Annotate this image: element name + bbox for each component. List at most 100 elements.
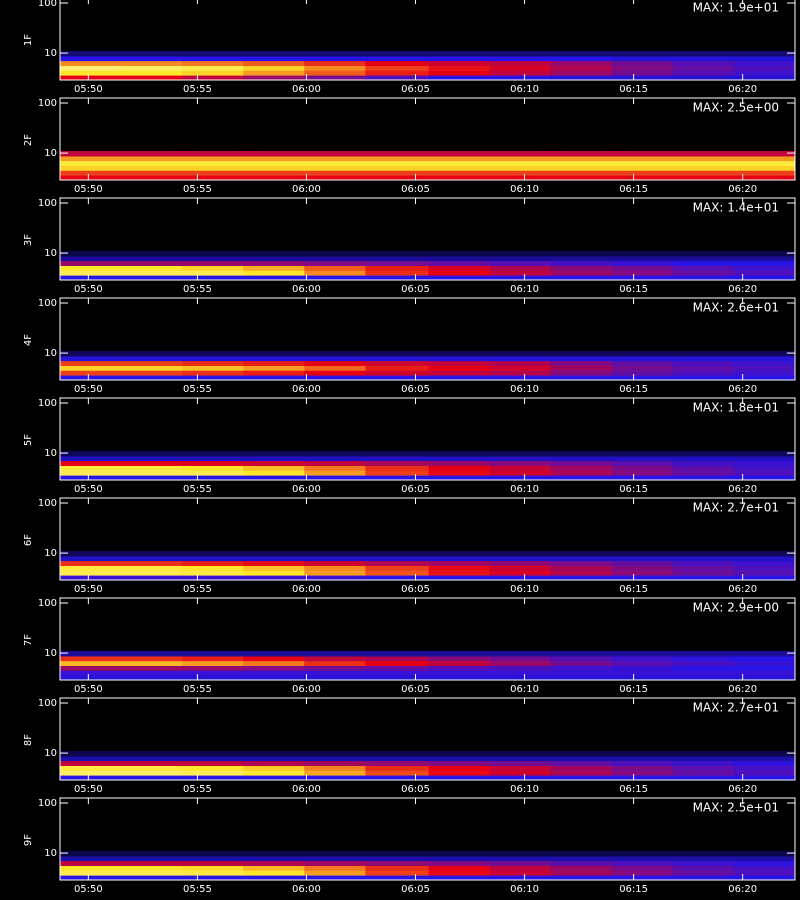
heat-cell bbox=[365, 670, 430, 676]
heat-cell bbox=[304, 65, 366, 71]
heat-cell bbox=[60, 160, 122, 166]
heat-cell bbox=[304, 351, 366, 357]
x-tick-label: 06:05 bbox=[401, 584, 430, 595]
heat-cell bbox=[428, 770, 491, 776]
heat-cell bbox=[550, 775, 613, 781]
heat-cell bbox=[304, 256, 366, 262]
heat-cell bbox=[611, 565, 674, 571]
heat-cell bbox=[550, 751, 613, 757]
heat-cell bbox=[733, 65, 796, 71]
heat-cell bbox=[672, 851, 735, 857]
heat-cell bbox=[733, 356, 796, 362]
heat-cell bbox=[611, 456, 674, 462]
heat-cell bbox=[182, 265, 244, 271]
x-tick-label: 06:20 bbox=[728, 484, 757, 495]
heat-cell bbox=[550, 660, 613, 666]
heat-cell bbox=[182, 870, 244, 876]
y-tick-label: 10 bbox=[44, 748, 57, 759]
heat-cell bbox=[304, 651, 366, 657]
x-tick-label: 06:00 bbox=[292, 384, 321, 395]
heat-cell bbox=[733, 575, 796, 581]
heat-cell bbox=[304, 670, 366, 676]
heat-cell bbox=[428, 551, 491, 557]
x-tick-label: 05:50 bbox=[74, 684, 103, 695]
heat-cell bbox=[121, 760, 183, 766]
heat-cell bbox=[182, 556, 244, 562]
y-tick-label: 100 bbox=[38, 0, 57, 9]
heat-cell bbox=[733, 570, 796, 576]
heat-cell bbox=[428, 160, 491, 166]
heat-cell bbox=[60, 556, 122, 562]
heat-cell bbox=[550, 665, 613, 671]
heat-cell bbox=[611, 675, 674, 681]
heat-cell bbox=[121, 856, 183, 862]
heat-cell bbox=[489, 160, 552, 166]
heat-cell bbox=[550, 365, 613, 371]
heat-cell bbox=[121, 356, 183, 362]
heat-cell bbox=[672, 775, 735, 781]
heat-cell bbox=[733, 870, 796, 876]
heat-cell bbox=[550, 865, 613, 871]
heat-cell bbox=[672, 451, 735, 457]
heat-cell bbox=[672, 65, 735, 71]
heat-cell bbox=[611, 670, 674, 676]
heat-cell bbox=[121, 270, 183, 276]
heat-cell bbox=[304, 451, 366, 457]
x-tick-label: 05:50 bbox=[74, 184, 103, 195]
heat-cell bbox=[60, 760, 122, 766]
heat-cell bbox=[733, 156, 796, 162]
heat-cell bbox=[243, 775, 305, 781]
heat-cell bbox=[121, 70, 183, 76]
heat-cell bbox=[489, 360, 552, 366]
x-tick-label: 05:50 bbox=[74, 584, 103, 595]
heat-cell bbox=[550, 551, 613, 557]
heat-cell bbox=[304, 675, 366, 681]
heat-cell bbox=[611, 65, 674, 71]
heat-cell bbox=[182, 660, 244, 666]
heat-cell bbox=[611, 375, 674, 381]
heat-cell bbox=[182, 475, 244, 481]
heat-cell bbox=[304, 575, 366, 581]
heat-cell bbox=[182, 460, 244, 466]
heat-cell bbox=[428, 156, 491, 162]
x-tick-label: 06:20 bbox=[728, 84, 757, 95]
heat-cell bbox=[489, 165, 552, 171]
heat-cell bbox=[182, 670, 244, 676]
heat-cell bbox=[672, 151, 735, 157]
heat-cell bbox=[733, 675, 796, 681]
heat-cell bbox=[365, 351, 430, 357]
heat-cell bbox=[243, 356, 305, 362]
heat-cell bbox=[304, 151, 366, 157]
heat-cell bbox=[672, 656, 735, 662]
heat-cell bbox=[121, 556, 183, 562]
heat-cell bbox=[182, 756, 244, 762]
heat-cell bbox=[243, 270, 305, 276]
heat-cell bbox=[611, 651, 674, 657]
heat-cell bbox=[60, 870, 122, 876]
heat-cell bbox=[428, 756, 491, 762]
heat-cell bbox=[489, 665, 552, 671]
heat-cell bbox=[611, 251, 674, 257]
heat-cell bbox=[304, 456, 366, 462]
heat-cell bbox=[489, 851, 552, 857]
heat-cell bbox=[60, 251, 122, 257]
heat-cell bbox=[121, 75, 183, 81]
heat-cell bbox=[365, 675, 430, 681]
heat-cell bbox=[489, 275, 552, 281]
annotation: MAX: 1.4e+01 bbox=[693, 201, 779, 215]
heat-cell bbox=[60, 456, 122, 462]
heat-cell bbox=[121, 56, 183, 62]
x-tick-label: 06:15 bbox=[619, 384, 648, 395]
heat-cell bbox=[428, 75, 491, 81]
heat-cell bbox=[243, 756, 305, 762]
heat-cell bbox=[60, 775, 122, 781]
heat-cell bbox=[365, 160, 430, 166]
heat-cell bbox=[304, 460, 366, 466]
heat-cell bbox=[428, 760, 491, 766]
heat-cell bbox=[182, 56, 244, 62]
heat-cell bbox=[733, 770, 796, 776]
heat-cell bbox=[365, 470, 430, 476]
heat-cell bbox=[733, 775, 796, 781]
heat-cell bbox=[365, 765, 430, 771]
heat-cell bbox=[672, 770, 735, 776]
